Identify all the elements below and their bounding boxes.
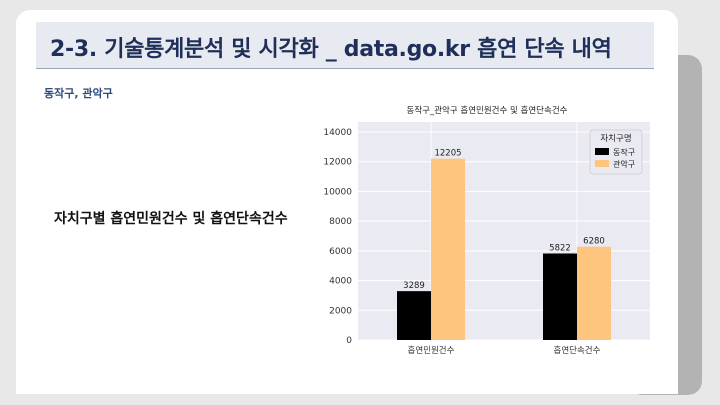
x-tick-label: 흡연단속건수 xyxy=(554,345,601,356)
bar-chart: 동작구_관악구 흡연민원건수 및 흡연단속건수 3289 12205 5822 628… xyxy=(323,105,650,356)
bar-value-label: 3289 xyxy=(403,281,425,291)
bar xyxy=(397,291,431,340)
bar xyxy=(577,246,611,340)
legend-entry: 관악구 xyxy=(613,159,635,169)
bar-value-label: 12205 xyxy=(434,149,461,159)
slide: 2-3. 기술통계분석 및 시각화 _ data.go.kr 흡연 단속 내역 … xyxy=(16,10,678,394)
y-tick-label: 14000 xyxy=(323,128,352,138)
legend-swatch xyxy=(595,160,609,167)
y-tick-label: 10000 xyxy=(323,187,352,197)
title-bar: 2-3. 기술통계분석 및 시각화 _ data.go.kr 흡연 단속 내역 xyxy=(36,22,654,69)
y-tick-label: 12000 xyxy=(323,158,352,168)
legend-swatch xyxy=(595,148,609,155)
x-tick-label: 흡연민원건수 xyxy=(408,345,455,356)
y-tick-label: 6000 xyxy=(329,247,352,257)
bar xyxy=(543,253,577,340)
y-tick-label: 2000 xyxy=(329,306,352,316)
y-tick-label: 0 xyxy=(346,336,352,346)
chart-caption: 자치구별 흡연민원건수 및 흡연단속건수 xyxy=(54,211,288,227)
legend-entry: 동작구 xyxy=(613,147,635,157)
bar-value-label: 5822 xyxy=(549,244,571,254)
y-tick-label: 4000 xyxy=(329,277,352,287)
legend-title: 자치구명 xyxy=(600,133,631,144)
slide-subtitle: 동작구, 관악구 xyxy=(44,87,113,100)
slide-title: 2-3. 기술통계분석 및 시각화 _ data.go.kr 흡연 단속 내역 xyxy=(50,37,612,62)
y-tick-label: 8000 xyxy=(329,217,352,227)
bar-value-label: 6280 xyxy=(583,237,605,247)
bar xyxy=(431,158,465,340)
chart-title: 동작구_관악구 흡연민원건수 및 흡연단속건수 xyxy=(407,105,568,116)
